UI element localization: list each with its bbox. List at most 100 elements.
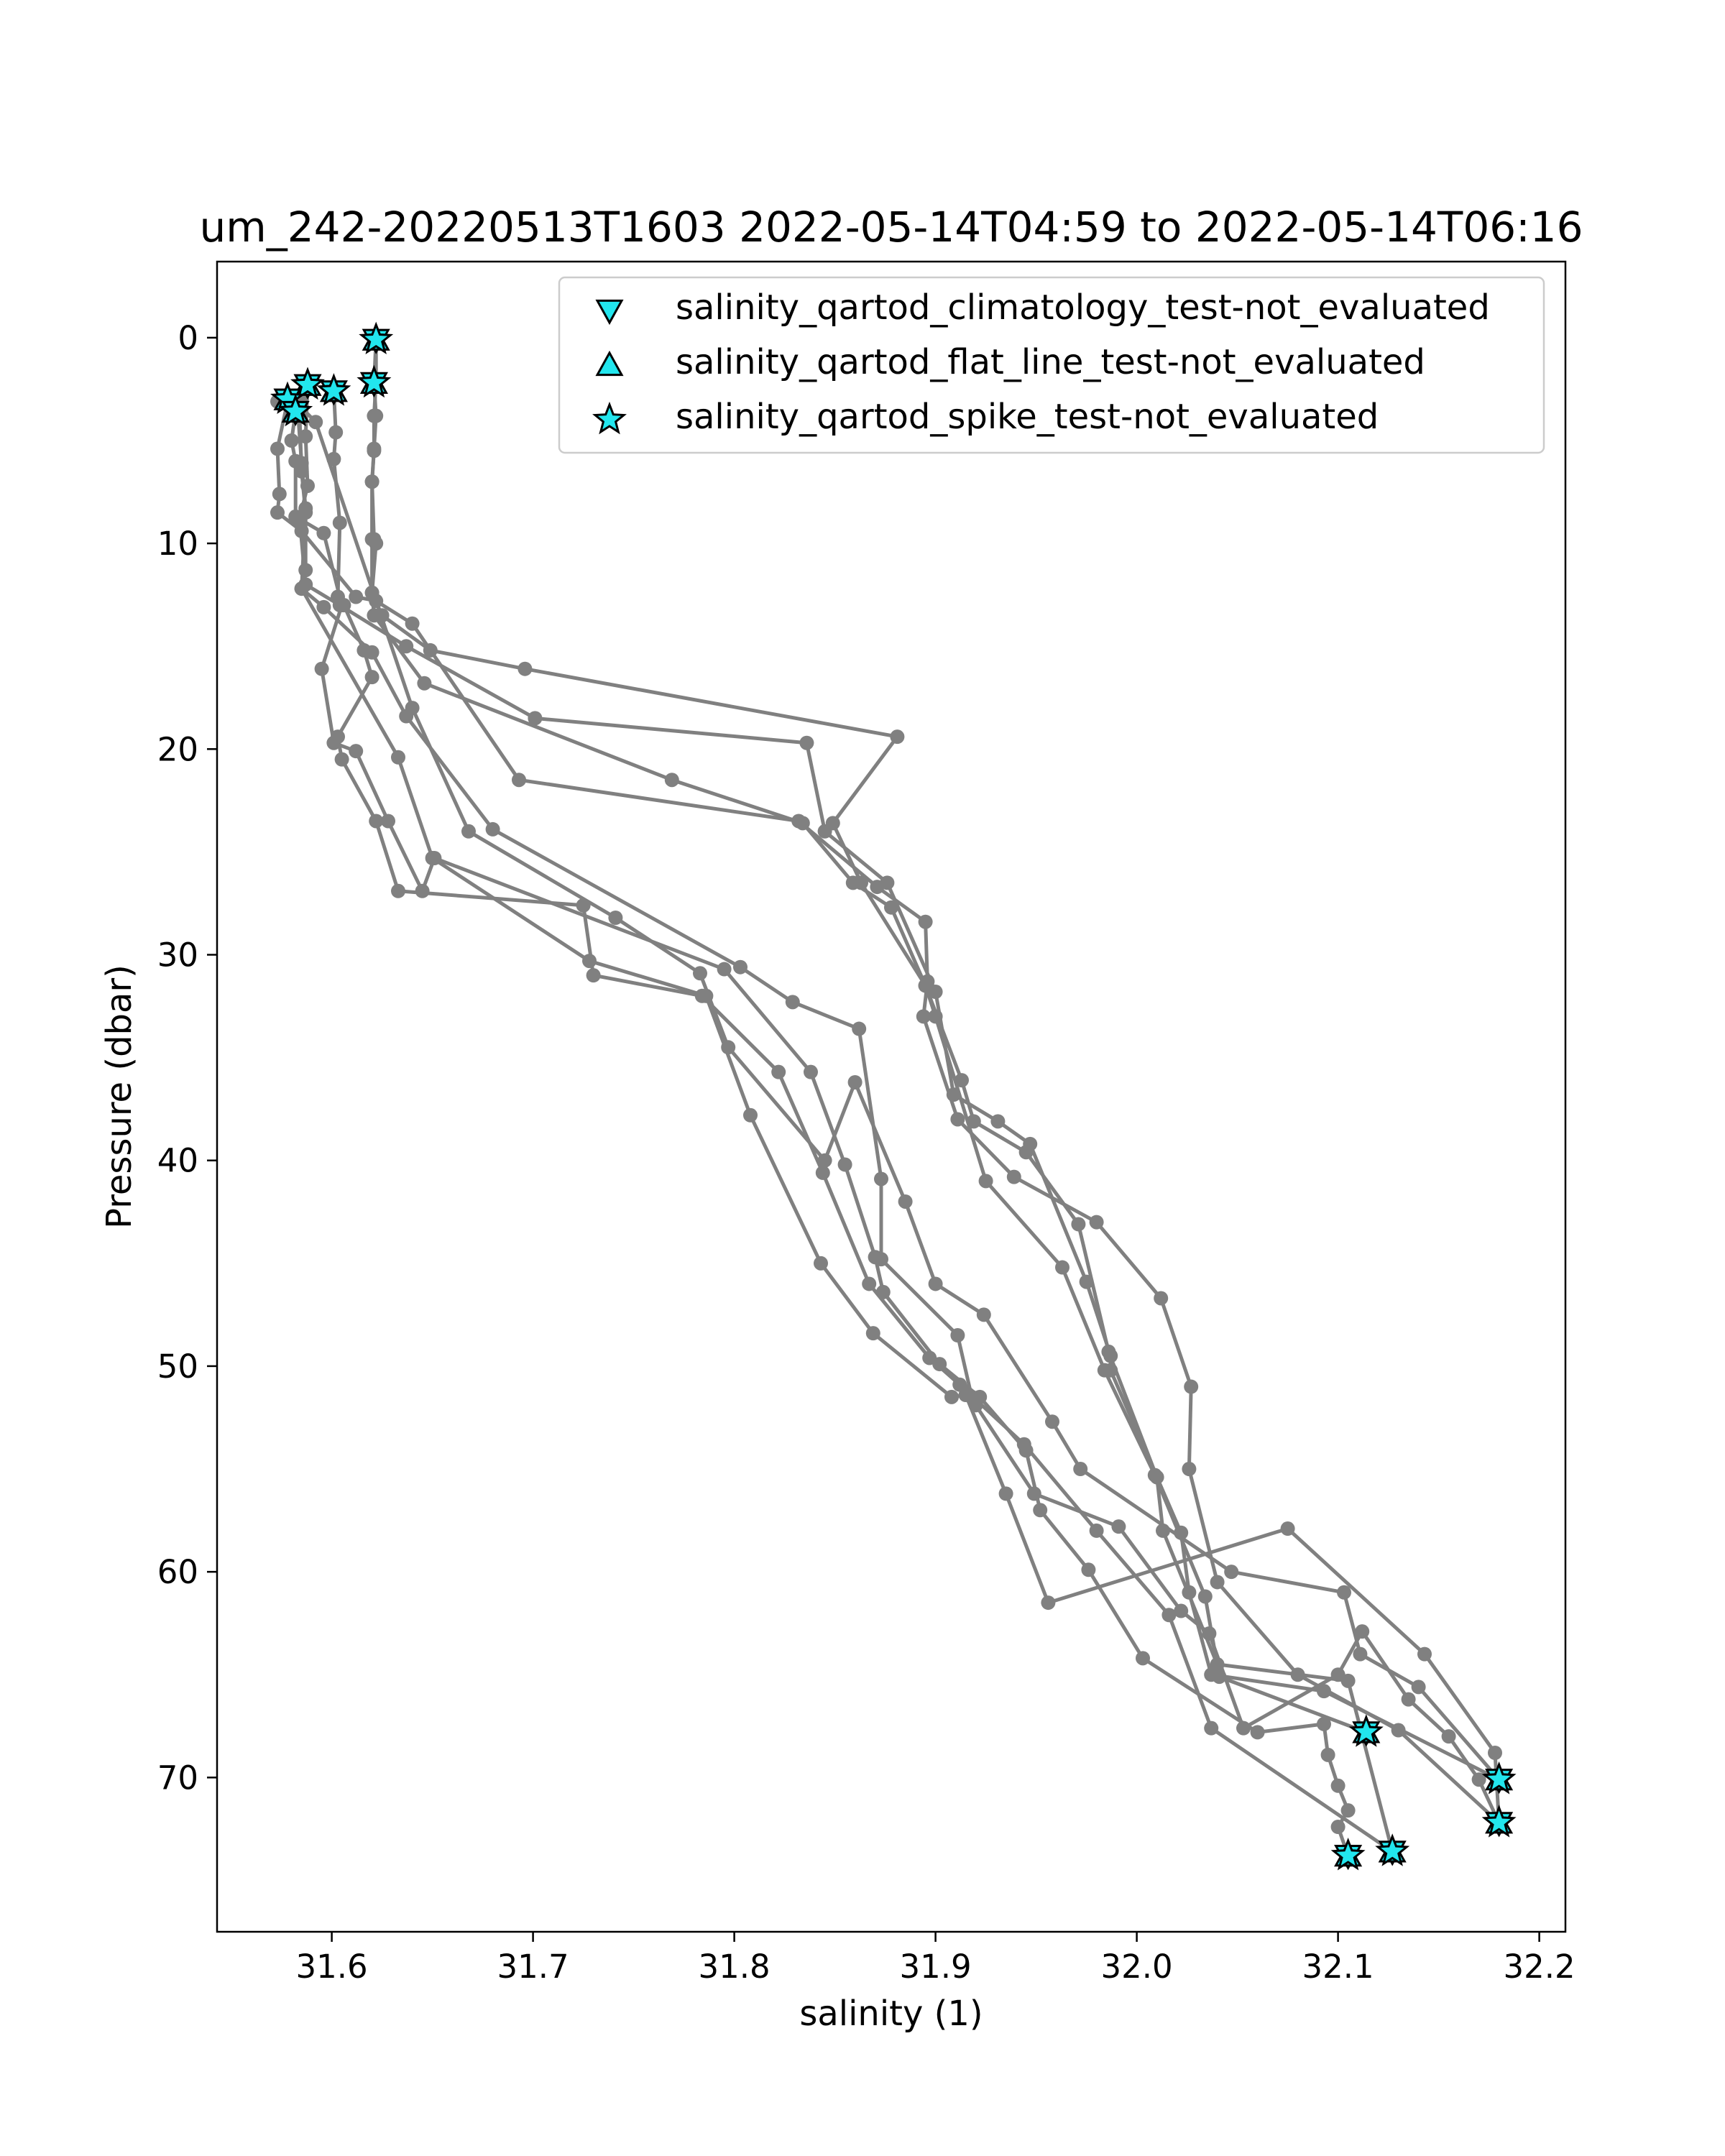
y-tick-label: 50 [157, 1348, 198, 1386]
data-point [865, 1326, 880, 1341]
data-point [870, 880, 885, 895]
flag-layer [270, 321, 1517, 1871]
data-point [364, 670, 380, 685]
data-point [1154, 1291, 1169, 1306]
data-point [1103, 1363, 1118, 1378]
x-tick-label: 32.2 [1503, 1948, 1575, 1986]
data-point [944, 1389, 959, 1404]
data-point [1089, 1215, 1104, 1230]
y-tick-label: 10 [157, 525, 198, 563]
data-point [1210, 1575, 1225, 1590]
data-point [804, 1064, 818, 1079]
data-point [1023, 1136, 1038, 1151]
data-point [1026, 1486, 1041, 1501]
data-point [405, 616, 420, 631]
data-point [874, 1171, 888, 1187]
data-point [1224, 1565, 1239, 1580]
data-point [1290, 1667, 1305, 1682]
data-point [1355, 1624, 1370, 1639]
data-point [314, 661, 329, 676]
data-point [1103, 1348, 1118, 1363]
data-point [1136, 1651, 1150, 1666]
data-point [284, 433, 299, 448]
series-line-7 [295, 407, 1501, 1824]
data-point [1471, 1772, 1486, 1787]
x-tick-label: 32.0 [1100, 1948, 1172, 1986]
series-line-1 [370, 339, 1367, 1734]
data-point [1353, 1646, 1368, 1662]
x-axis-label: salinity (1) [799, 1994, 983, 2034]
series-line-3 [298, 384, 1500, 1782]
data-point [1111, 1519, 1126, 1534]
data-point [920, 974, 935, 989]
data-point [316, 525, 331, 540]
data-point [364, 645, 380, 660]
data-point [845, 875, 860, 890]
data-point [1162, 1608, 1177, 1623]
data-point [928, 1276, 943, 1291]
data-point [916, 1009, 931, 1024]
data-point [308, 415, 323, 430]
data-point [415, 883, 430, 898]
data-point [328, 425, 344, 440]
data-point [485, 821, 500, 837]
legend-label-flat-line: salinity_qartod_flat_line_test-not_evalu… [676, 342, 1425, 382]
data-point [1033, 1503, 1048, 1518]
data-point [1320, 1747, 1335, 1762]
data-point [425, 851, 440, 865]
data-point [721, 1040, 736, 1055]
legend-markers [592, 299, 627, 435]
data-point [932, 1357, 947, 1372]
spike-flag-marker [278, 393, 313, 427]
data-point [391, 883, 405, 898]
data-point [978, 1174, 993, 1189]
legend-marker-flat-line [595, 350, 624, 377]
data-point [391, 750, 405, 765]
data-point [1041, 1595, 1056, 1611]
legend-label-spike: salinity_qartod_spike_test-not_evaluated [676, 397, 1379, 437]
series-line-8 [298, 384, 1501, 1823]
data-point [349, 589, 364, 604]
data-point [875, 1284, 891, 1299]
data-point [1079, 1274, 1094, 1289]
data-point [990, 1114, 1006, 1129]
data-point [326, 735, 341, 750]
y-axis-ticks: 0 10 20 30 40 50 60 70 [157, 319, 217, 1797]
data-point [298, 505, 313, 520]
legend-marker-spike [592, 401, 627, 435]
data-point [608, 911, 623, 925]
data-point [1417, 1646, 1432, 1662]
data-point [417, 676, 432, 691]
data-point [399, 639, 414, 654]
x-tick-label: 31.8 [698, 1948, 770, 1986]
data-point [1340, 1803, 1356, 1818]
data-point [785, 995, 800, 1010]
x-tick-label: 31.9 [899, 1948, 971, 1986]
data-point [367, 408, 382, 423]
data-point [733, 959, 748, 975]
series-line-9 [275, 383, 1501, 1781]
data-point [664, 773, 679, 788]
data-point [364, 474, 380, 489]
data-point [316, 599, 331, 614]
y-tick-label: 40 [157, 1142, 198, 1180]
spike-flag-marker [1375, 1833, 1410, 1866]
series-line-5 [275, 401, 1501, 1825]
data-point [817, 824, 832, 839]
data-point [998, 1486, 1013, 1501]
data-point [1401, 1692, 1416, 1707]
data-point [1330, 1667, 1346, 1682]
data-point [815, 1165, 830, 1180]
series-line-2 [370, 337, 1394, 1853]
data-point [1280, 1521, 1295, 1537]
legend-label-climatology: salinity_qartod_climatology_test-not_eva… [676, 287, 1490, 328]
chart-title: um_242-20220513T1603 2022-05-14T04:59 to… [200, 203, 1583, 252]
data-point [1018, 1443, 1034, 1458]
data-point [1197, 1589, 1213, 1604]
spike-flag-marker [316, 373, 351, 406]
data-point [1250, 1725, 1265, 1740]
series-line-4 [331, 391, 1394, 1853]
data-point [1071, 1217, 1086, 1232]
y-tick-label: 60 [157, 1553, 198, 1591]
